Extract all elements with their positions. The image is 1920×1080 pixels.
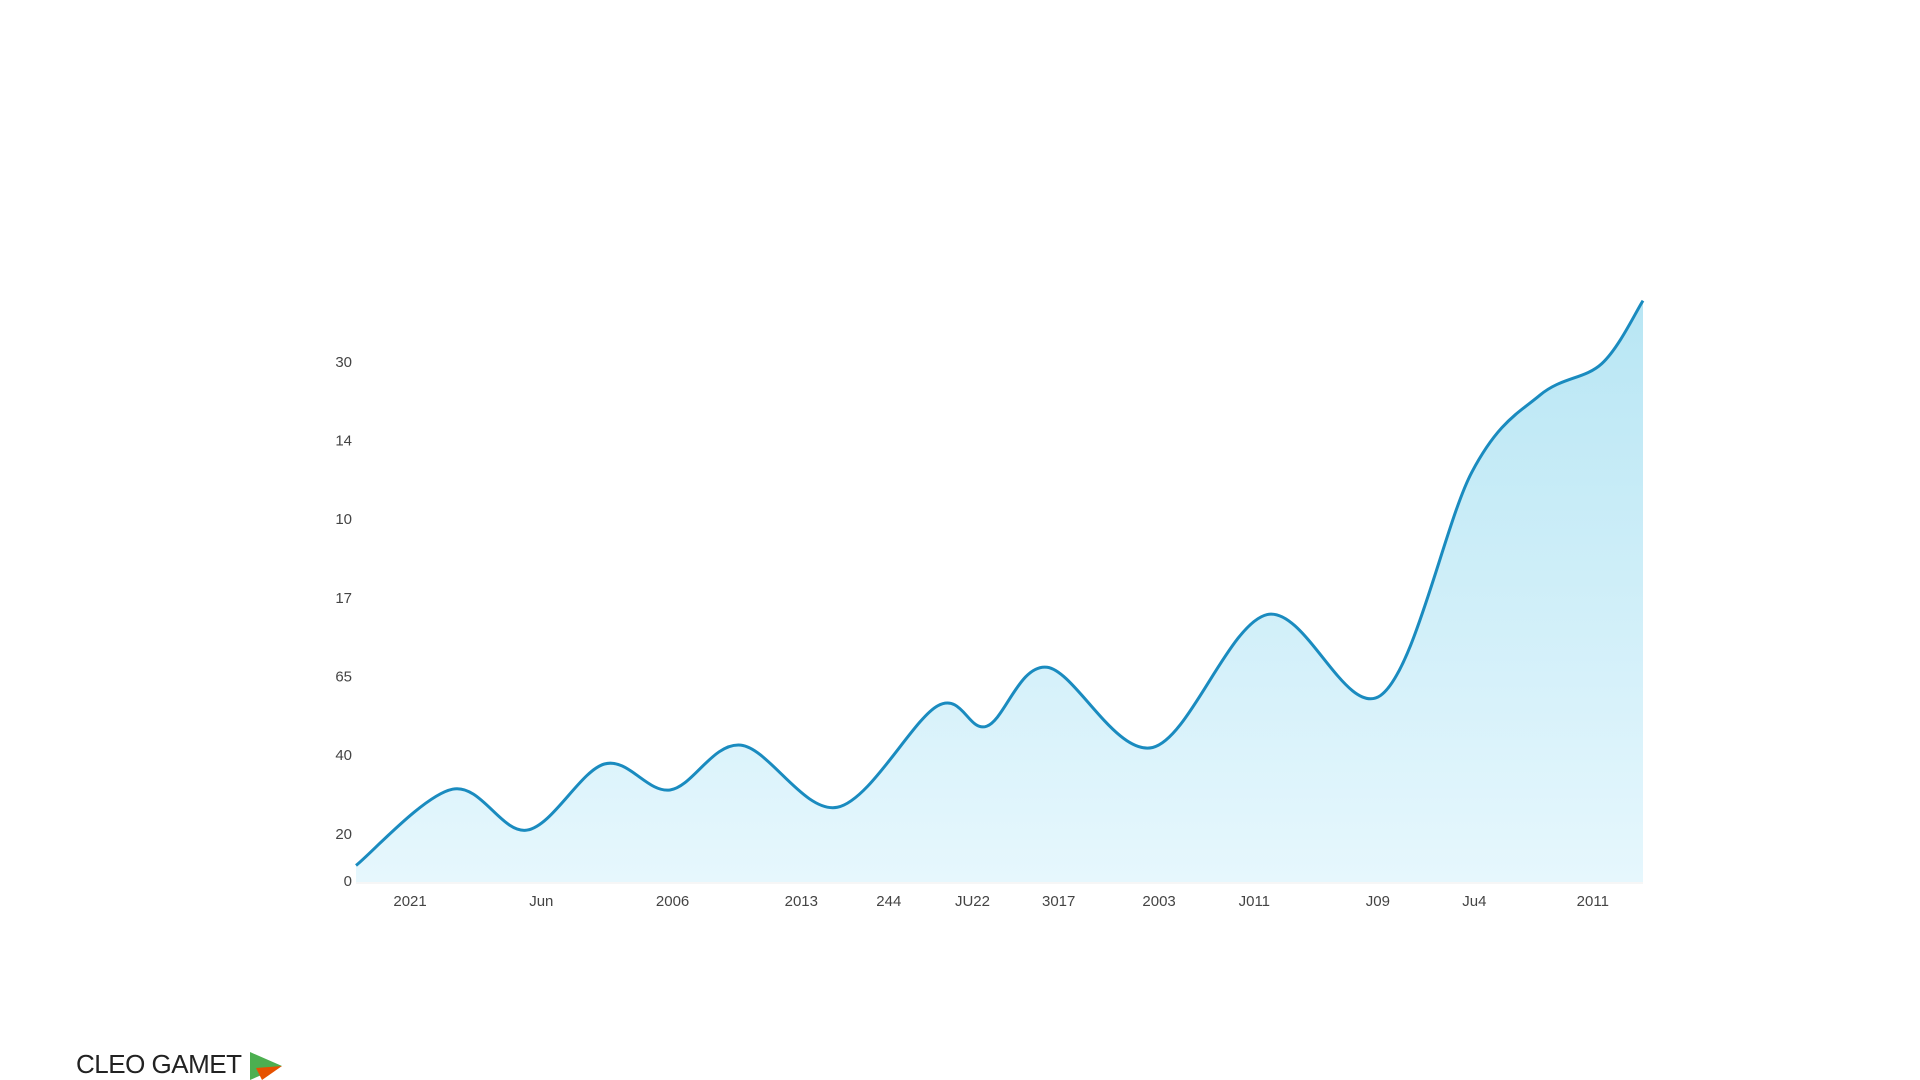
- x-tick-label: Jun: [529, 893, 553, 910]
- x-tick-label: 2003: [1142, 893, 1175, 910]
- y-tick-label: 10: [335, 511, 352, 528]
- x-tick-label: J09: [1366, 893, 1390, 910]
- x-tick-label: 2021: [393, 893, 426, 910]
- x-tick-label: JU22: [955, 893, 990, 910]
- y-tick-label: 65: [335, 668, 352, 685]
- chart: 0 20 40 65 17 10 14 30 2021 Jun 2006 2013 244 JU22 301…: [335, 299, 1645, 910]
- brand-logo: [250, 1052, 282, 1080]
- y-tick-label: 17: [335, 590, 352, 607]
- y-tick-label: 20: [335, 826, 352, 843]
- x-tick-label: 2013: [785, 893, 818, 910]
- x-tick-label: 244: [876, 893, 901, 910]
- x-tick-label: Ju4: [1462, 893, 1486, 910]
- x-tick-label: 2011: [1577, 893, 1609, 910]
- y-tick-label: 40: [335, 747, 352, 764]
- y-tick-label: 30: [335, 354, 352, 371]
- x-tick-label: 3017: [1042, 893, 1075, 910]
- area-fill: [356, 300, 1643, 882]
- x-tick-label: J011: [1239, 893, 1270, 910]
- y-tick-label: 0: [344, 873, 352, 890]
- y-tick-label: 14: [335, 432, 352, 449]
- x-tick-label: 2006: [656, 893, 689, 910]
- line: [355, 299, 1645, 867]
- brand-name: CLEO GAMET: [76, 1049, 242, 1079]
